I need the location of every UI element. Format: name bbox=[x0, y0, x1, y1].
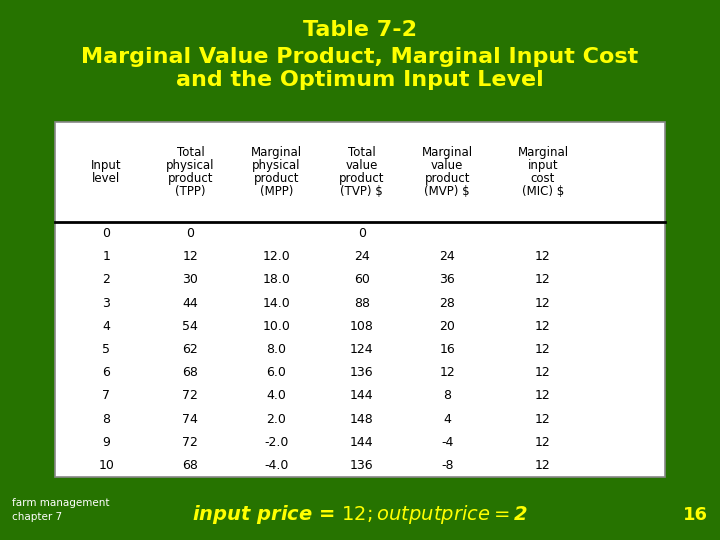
Text: 44: 44 bbox=[183, 296, 198, 309]
Text: Marginal Value Product, Marginal Input Cost: Marginal Value Product, Marginal Input C… bbox=[81, 47, 639, 67]
Text: product: product bbox=[339, 172, 384, 185]
Text: 8: 8 bbox=[444, 389, 451, 402]
Text: 12: 12 bbox=[535, 459, 551, 472]
Text: 20: 20 bbox=[439, 320, 455, 333]
Text: 18.0: 18.0 bbox=[263, 273, 290, 286]
Text: cost: cost bbox=[531, 172, 555, 185]
Text: 88: 88 bbox=[354, 296, 370, 309]
Text: Table 7-2: Table 7-2 bbox=[303, 20, 417, 40]
Text: farm management
chapter 7: farm management chapter 7 bbox=[12, 497, 109, 522]
Text: Marginal: Marginal bbox=[251, 146, 302, 159]
Text: 4: 4 bbox=[444, 413, 451, 426]
Text: 6.0: 6.0 bbox=[266, 366, 287, 379]
Text: 62: 62 bbox=[183, 343, 198, 356]
Text: 12: 12 bbox=[535, 273, 551, 286]
Text: 16: 16 bbox=[683, 506, 708, 524]
Text: 12: 12 bbox=[183, 250, 198, 264]
Text: physical: physical bbox=[166, 159, 215, 172]
Text: 72: 72 bbox=[182, 436, 198, 449]
Text: physical: physical bbox=[252, 159, 301, 172]
Text: 68: 68 bbox=[182, 366, 198, 379]
Text: 136: 136 bbox=[350, 459, 374, 472]
Text: -4: -4 bbox=[441, 436, 454, 449]
Text: 24: 24 bbox=[439, 250, 455, 264]
Text: 108: 108 bbox=[350, 320, 374, 333]
Text: 144: 144 bbox=[350, 436, 374, 449]
Text: 30: 30 bbox=[182, 273, 198, 286]
Text: 9: 9 bbox=[102, 436, 110, 449]
Text: 24: 24 bbox=[354, 250, 369, 264]
Text: 0: 0 bbox=[102, 227, 110, 240]
Text: product: product bbox=[168, 172, 213, 185]
Text: 14.0: 14.0 bbox=[263, 296, 290, 309]
Text: -2.0: -2.0 bbox=[264, 436, 289, 449]
Text: 12: 12 bbox=[535, 343, 551, 356]
Text: 124: 124 bbox=[350, 343, 374, 356]
Text: 6: 6 bbox=[102, 366, 110, 379]
Text: (MIC) $: (MIC) $ bbox=[522, 185, 564, 198]
Text: 28: 28 bbox=[439, 296, 455, 309]
Text: Total: Total bbox=[176, 146, 204, 159]
Text: 68: 68 bbox=[182, 459, 198, 472]
Text: 12: 12 bbox=[535, 413, 551, 426]
Text: value: value bbox=[431, 159, 464, 172]
Text: 12: 12 bbox=[535, 296, 551, 309]
Text: 4: 4 bbox=[102, 320, 110, 333]
Text: 0: 0 bbox=[186, 227, 194, 240]
Text: product: product bbox=[425, 172, 470, 185]
Text: 12: 12 bbox=[439, 366, 455, 379]
Text: input: input bbox=[528, 159, 558, 172]
Text: 5: 5 bbox=[102, 343, 110, 356]
Text: 60: 60 bbox=[354, 273, 370, 286]
Text: 8: 8 bbox=[102, 413, 110, 426]
Text: 12.0: 12.0 bbox=[263, 250, 290, 264]
Text: 36: 36 bbox=[439, 273, 455, 286]
Text: and the Optimum Input Level: and the Optimum Input Level bbox=[176, 70, 544, 90]
Text: 7: 7 bbox=[102, 389, 110, 402]
Text: (TVP) $: (TVP) $ bbox=[341, 185, 383, 198]
Text: (MPP): (MPP) bbox=[260, 185, 293, 198]
Text: level: level bbox=[92, 172, 120, 185]
Text: 16: 16 bbox=[439, 343, 455, 356]
Text: (TPP): (TPP) bbox=[175, 185, 206, 198]
Text: value: value bbox=[346, 159, 378, 172]
Text: 144: 144 bbox=[350, 389, 374, 402]
Text: (MVP) $: (MVP) $ bbox=[424, 185, 470, 198]
Text: 12: 12 bbox=[535, 389, 551, 402]
Text: 10.0: 10.0 bbox=[263, 320, 290, 333]
Text: 4.0: 4.0 bbox=[266, 389, 287, 402]
Text: 148: 148 bbox=[350, 413, 374, 426]
FancyBboxPatch shape bbox=[55, 122, 665, 477]
Text: 12: 12 bbox=[535, 436, 551, 449]
Text: 12: 12 bbox=[535, 320, 551, 333]
Text: 136: 136 bbox=[350, 366, 374, 379]
Text: 8.0: 8.0 bbox=[266, 343, 287, 356]
Text: 54: 54 bbox=[182, 320, 198, 333]
Text: Marginal: Marginal bbox=[518, 146, 569, 159]
Text: 74: 74 bbox=[182, 413, 198, 426]
Text: 0: 0 bbox=[358, 227, 366, 240]
Text: Marginal: Marginal bbox=[422, 146, 473, 159]
Text: 2.0: 2.0 bbox=[266, 413, 287, 426]
Text: 10: 10 bbox=[99, 459, 114, 472]
Text: -8: -8 bbox=[441, 459, 454, 472]
Text: 2: 2 bbox=[102, 273, 110, 286]
Text: 12: 12 bbox=[535, 250, 551, 264]
Text: Input: Input bbox=[91, 159, 122, 172]
Text: 1: 1 bbox=[102, 250, 110, 264]
Text: 12: 12 bbox=[535, 366, 551, 379]
Text: -4.0: -4.0 bbox=[264, 459, 289, 472]
Text: 72: 72 bbox=[182, 389, 198, 402]
Text: input price = $12; output price = $2: input price = $12; output price = $2 bbox=[192, 503, 528, 526]
Text: product: product bbox=[253, 172, 300, 185]
Text: 3: 3 bbox=[102, 296, 110, 309]
Text: Total: Total bbox=[348, 146, 376, 159]
